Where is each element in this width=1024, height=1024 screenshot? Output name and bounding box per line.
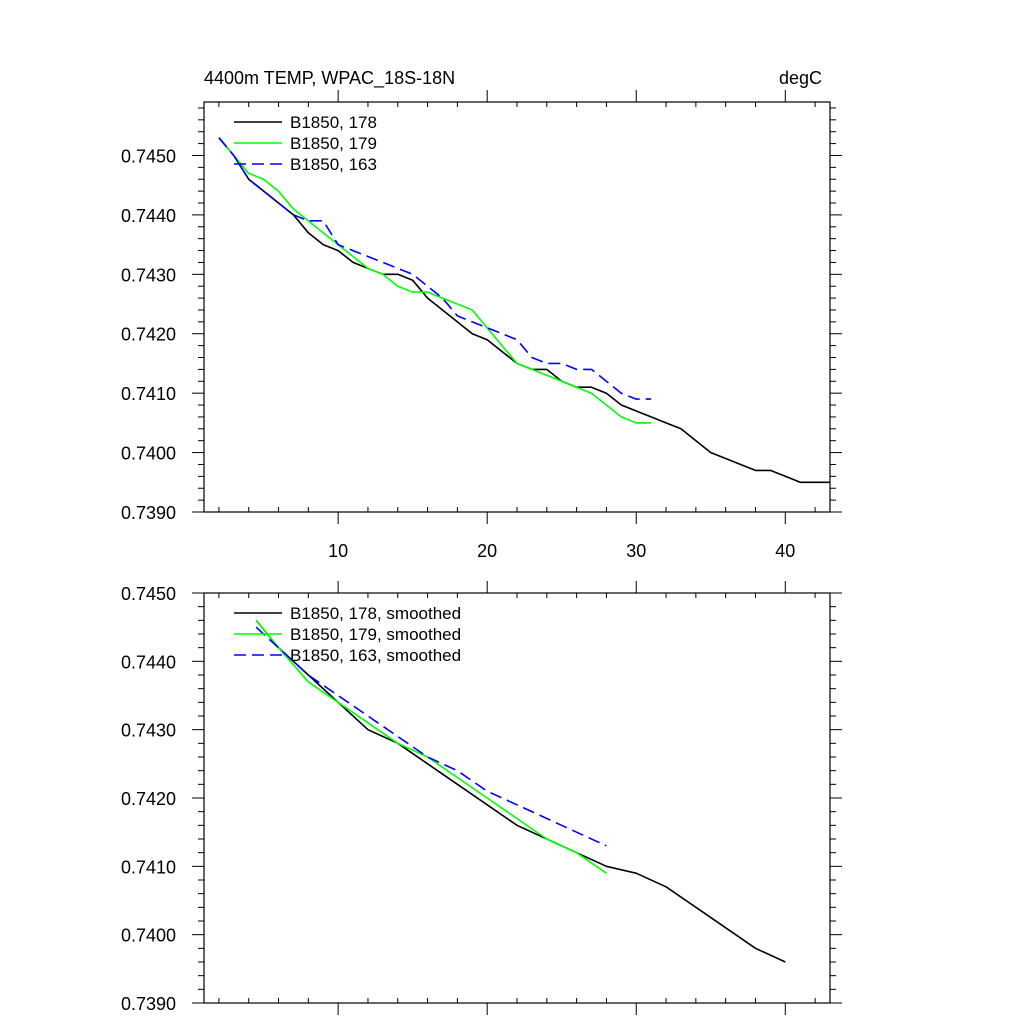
y-tick-label: 0.7390 xyxy=(121,503,176,523)
series-line-1 xyxy=(218,137,652,424)
legend-label: B1850, 163, smoothed xyxy=(290,646,461,665)
y-tick-label: 0.7420 xyxy=(121,325,176,345)
legend-label: B1850, 179, smoothed xyxy=(290,625,461,644)
x-tick-label: 40 xyxy=(775,541,795,561)
y-tick-label: 0.7450 xyxy=(121,584,176,604)
y-tick-label: 0.7410 xyxy=(121,384,176,404)
y-tick-label: 0.7430 xyxy=(121,265,176,285)
legend-label: B1850, 179 xyxy=(290,134,377,153)
y-tick-label: 0.7450 xyxy=(121,146,176,166)
x-tick-label: 30 xyxy=(626,541,646,561)
chart-title: 4400m TEMP, WPAC_18S-18N xyxy=(204,68,455,89)
series-line-2 xyxy=(218,137,652,400)
series-line-1 xyxy=(255,619,607,874)
y-tick-label: 0.7430 xyxy=(121,721,176,741)
units-label: degC xyxy=(779,68,822,88)
y-tick-label: 0.7400 xyxy=(121,926,176,946)
y-tick-label: 0.7400 xyxy=(121,444,176,464)
legend-label: B1850, 178 xyxy=(290,113,377,132)
y-tick-label: 0.7440 xyxy=(121,652,176,672)
series-line-2 xyxy=(255,626,607,847)
x-tick-label: 20 xyxy=(477,541,497,561)
top-panel: 10 20 30 40 0.7390 0.7400 0.7410 0.7420 0.7430 0.… xyxy=(121,68,842,561)
series-line-0 xyxy=(218,137,830,484)
bottom-panel: 0.7390 0.7400 0.7410 0.7420 0.7430 0.7440 0.74… xyxy=(121,581,842,1015)
y-tick-label: 0.7410 xyxy=(121,857,176,877)
legend-label: B1850, 163 xyxy=(290,155,377,174)
x-tick-label: 10 xyxy=(328,541,348,561)
series-line-0 xyxy=(255,619,786,963)
legend-label: B1850, 178, smoothed xyxy=(290,604,461,623)
y-tick-label: 0.7390 xyxy=(121,994,176,1014)
y-tick-label: 0.7420 xyxy=(121,789,176,809)
y-tick-label: 0.7440 xyxy=(121,206,176,226)
